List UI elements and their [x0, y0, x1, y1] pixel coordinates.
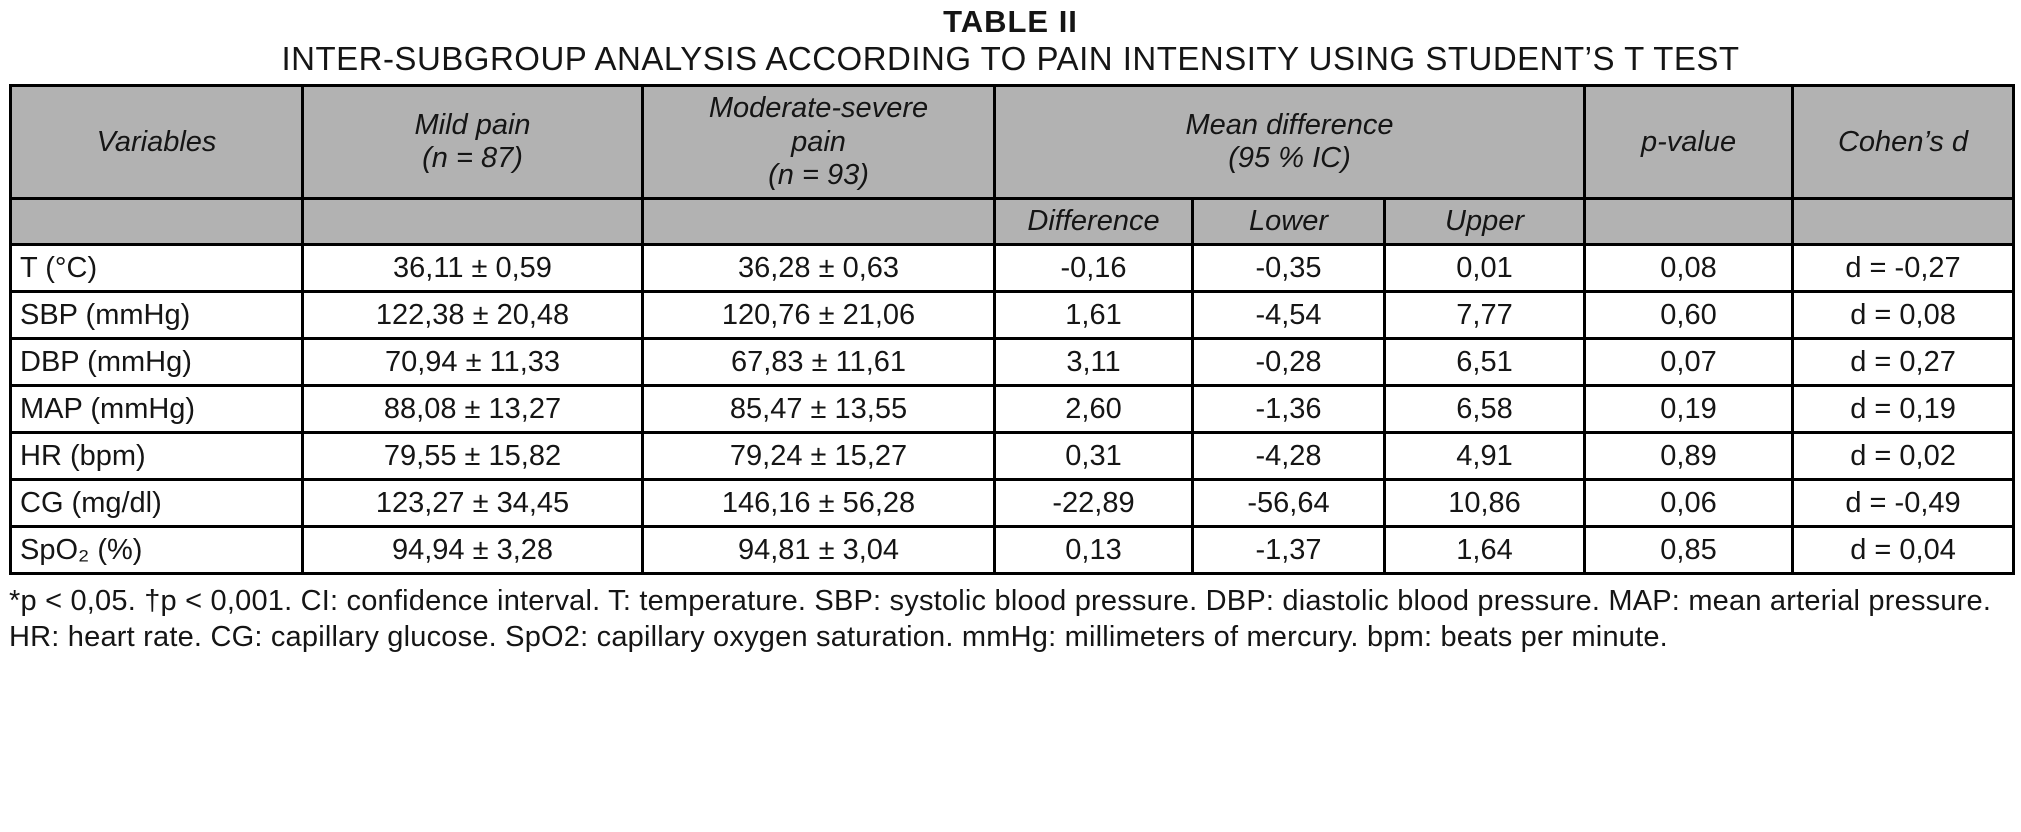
cell-lower: -4,28 [1191, 431, 1386, 482]
header-row-main: Variables Mild pain (n = 87) Moderate-se… [9, 84, 2016, 201]
cell-p-value: 0,07 [1583, 337, 1795, 388]
table-row: DBP (mmHg) 70,94 ± 11,33 67,83 ± 11,61 3… [9, 337, 2016, 388]
cell-mild: 122,38 ± 20,48 [301, 290, 644, 341]
empty-header-cell [9, 197, 304, 247]
cell-variable: DBP (mmHg) [9, 337, 304, 388]
cell-difference: 3,11 [993, 337, 1194, 388]
cell-p-value: 0,89 [1583, 431, 1795, 482]
cell-variable: T (°C) [9, 243, 304, 294]
cell-upper: 1,64 [1382, 525, 1587, 576]
header-upper: Upper [1382, 197, 1587, 247]
table-header: Variables Mild pain (n = 87) Moderate-se… [9, 84, 2016, 247]
cell-moderate: 120,76 ± 21,06 [641, 290, 996, 341]
cell-cohens-d: d = 0,27 [1791, 337, 2016, 388]
cell-p-value: 0,19 [1583, 384, 1795, 435]
cell-difference: 1,61 [993, 290, 1194, 341]
cell-mild: 88,08 ± 13,27 [301, 384, 644, 435]
cell-cohens-d: d = -0,49 [1791, 478, 2016, 529]
cell-cohens-d: d = 0,19 [1791, 384, 2016, 435]
table-number-title: TABLE II [943, 4, 1078, 39]
cell-moderate: 79,24 ± 15,27 [641, 431, 996, 482]
table-row: HR (bpm) 79,55 ± 15,82 79,24 ± 15,27 0,3… [9, 431, 2016, 482]
table-subtitle: INTER-SUBGROUP ANALYSIS ACCORDING TO PAI… [281, 40, 1740, 78]
cell-lower: -56,64 [1191, 478, 1386, 529]
cell-difference: -0,16 [993, 243, 1194, 294]
cell-mild: 36,11 ± 0,59 [301, 243, 644, 294]
cell-cohens-d: d = 0,02 [1791, 431, 2016, 482]
empty-header-cell [641, 197, 996, 247]
cell-moderate: 94,81 ± 3,04 [641, 525, 996, 576]
header-moderate-severe-pain: Moderate-severe pain (n = 93) [641, 84, 996, 201]
header-difference: Difference [993, 197, 1194, 247]
header-mean-difference: Mean difference (95 % IC) [992, 84, 1587, 201]
header-row-sub: Difference Lower Upper [9, 197, 2016, 247]
cell-upper: 0,01 [1382, 243, 1587, 294]
cell-lower: -1,37 [1191, 525, 1386, 576]
cell-difference: 0,13 [993, 525, 1194, 576]
table-row: T (°C) 36,11 ± 0,59 36,28 ± 0,63 -0,16 -… [9, 243, 2016, 294]
cell-upper: 6,58 [1382, 384, 1587, 435]
cell-variable: MAP (mmHg) [9, 384, 304, 435]
cell-moderate: 146,16 ± 56,28 [641, 478, 996, 529]
cell-upper: 6,51 [1382, 337, 1587, 388]
cell-cohens-d: d = 0,04 [1791, 525, 2016, 576]
cell-difference: 0,31 [993, 431, 1194, 482]
cell-variable: SpO₂ (%) [9, 525, 304, 576]
header-lower: Lower [1191, 197, 1386, 247]
cell-lower: -0,35 [1191, 243, 1386, 294]
cell-moderate: 67,83 ± 11,61 [641, 337, 996, 388]
cell-variable: HR (bpm) [9, 431, 304, 482]
table-row: SBP (mmHg) 122,38 ± 20,48 120,76 ± 21,06… [9, 290, 2016, 341]
cell-p-value: 0,60 [1583, 290, 1795, 341]
header-p-value: p-value [1583, 84, 1795, 201]
table-row: CG (mg/dl) 123,27 ± 34,45 146,16 ± 56,28… [9, 478, 2016, 529]
cell-p-value: 0,85 [1583, 525, 1795, 576]
cell-mild: 70,94 ± 11,33 [301, 337, 644, 388]
results-table: Variables Mild pain (n = 87) Moderate-se… [9, 84, 2016, 576]
cell-upper: 10,86 [1382, 478, 1587, 529]
empty-header-cell [301, 197, 644, 247]
cell-lower: -0,28 [1191, 337, 1386, 388]
cell-cohens-d: d = 0,08 [1791, 290, 2016, 341]
cell-mild: 94,94 ± 3,28 [301, 525, 644, 576]
cell-lower: -1,36 [1191, 384, 1386, 435]
header-variables: Variables [9, 84, 304, 201]
cell-variable: SBP (mmHg) [9, 290, 304, 341]
cell-moderate: 36,28 ± 0,63 [641, 243, 996, 294]
cell-mild: 123,27 ± 34,45 [301, 478, 644, 529]
table-row: SpO₂ (%) 94,94 ± 3,28 94,81 ± 3,04 0,13 … [9, 525, 2016, 576]
cell-lower: -4,54 [1191, 290, 1386, 341]
cell-difference: -22,89 [993, 478, 1194, 529]
empty-header-cell [1791, 197, 2016, 247]
header-mild-pain: Mild pain (n = 87) [301, 84, 644, 201]
cell-difference: 2,60 [993, 384, 1194, 435]
table-body: T (°C) 36,11 ± 0,59 36,28 ± 0,63 -0,16 -… [9, 243, 2016, 576]
cell-variable: CG (mg/dl) [9, 478, 304, 529]
empty-header-cell [1583, 197, 1795, 247]
cell-mild: 79,55 ± 15,82 [301, 431, 644, 482]
cell-cohens-d: d = -0,27 [1791, 243, 2016, 294]
cell-upper: 4,91 [1382, 431, 1587, 482]
cell-moderate: 85,47 ± 13,55 [641, 384, 996, 435]
cell-p-value: 0,08 [1583, 243, 1795, 294]
table-footnote: *p < 0,05. †p < 0,001. CI: confidence in… [9, 585, 1992, 653]
paper-table-page: TABLE II INTER-SUBGROUP ANALYSIS ACCORDI… [9, 0, 2016, 655]
header-cohens-d: Cohen’s d [1791, 84, 2016, 201]
cell-upper: 7,77 [1382, 290, 1587, 341]
cell-p-value: 0,06 [1583, 478, 1795, 529]
table-row: MAP (mmHg) 88,08 ± 13,27 85,47 ± 13,55 2… [9, 384, 2016, 435]
